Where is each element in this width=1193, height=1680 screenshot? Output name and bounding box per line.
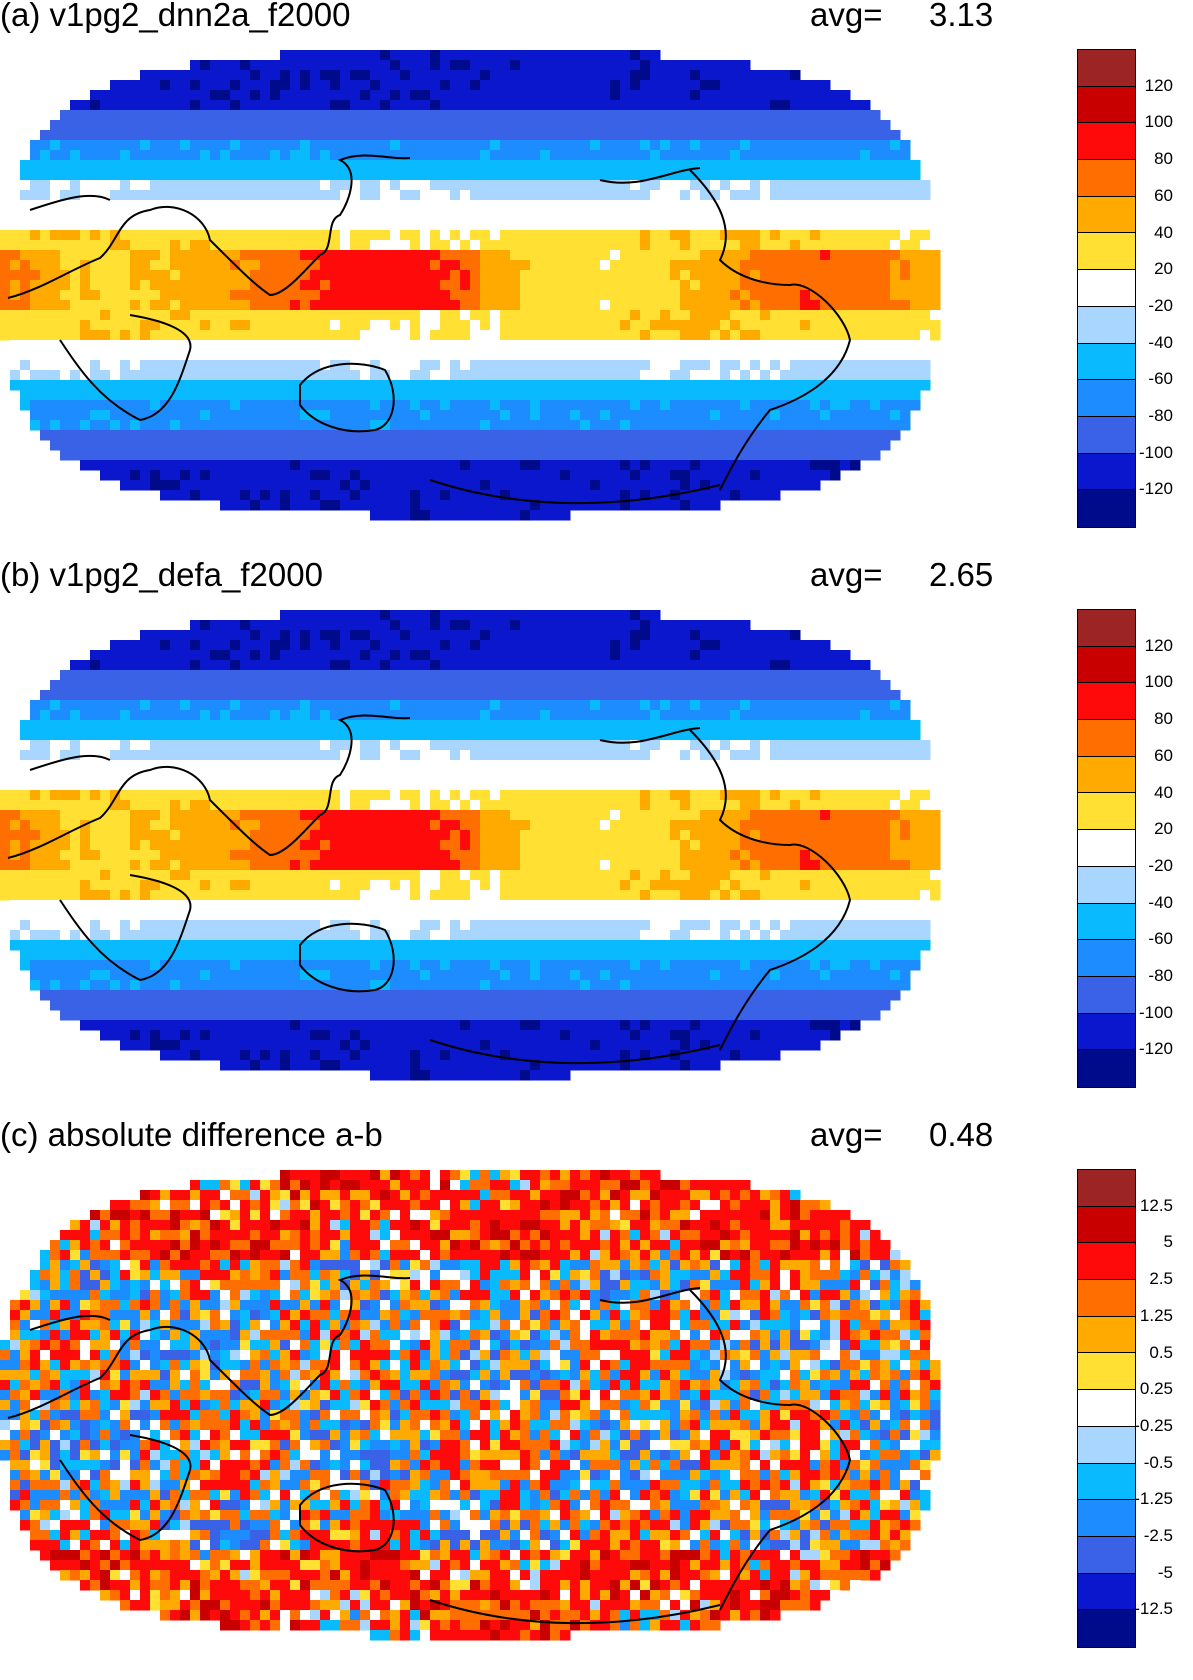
colorbar-segment	[1078, 1574, 1135, 1611]
colorbar-tick-label: -12.5	[1133, 1599, 1173, 1619]
colorbar-segment	[1078, 757, 1135, 794]
colorbar-tick-label: 5	[1133, 1232, 1173, 1252]
colorbar-segment	[1078, 270, 1135, 307]
colorbar-segment	[1078, 344, 1135, 381]
colorbar-tick-label: 40	[1133, 783, 1173, 803]
colorbar-segment	[1078, 793, 1135, 830]
colorbar-segment	[1078, 417, 1135, 454]
colorbar-segment	[1078, 610, 1135, 647]
colorbar-tick-label: 60	[1133, 746, 1173, 766]
colorbar-tick-label: 60	[1133, 186, 1173, 206]
colorbar-segment	[1078, 1170, 1135, 1207]
panel-b-map	[0, 600, 1193, 1120]
colorbar-tick-label: -0.5	[1133, 1453, 1173, 1473]
colorbar-tick-label: -80	[1133, 406, 1173, 426]
colorbar-segment	[1078, 1390, 1135, 1427]
colorbar-segment	[1078, 197, 1135, 234]
colorbar-tick-label: 80	[1133, 709, 1173, 729]
colorbar-segment	[1078, 867, 1135, 904]
panel-b-avg-label: avg=	[810, 556, 882, 594]
colorbar-tick-label: -0.25	[1133, 1416, 1173, 1436]
panel-b-avg-value: 2.65	[929, 556, 993, 594]
colorbar-tick-label: -40	[1133, 893, 1173, 913]
colorbar-segment	[1078, 977, 1135, 1014]
colorbar-segment	[1078, 1280, 1135, 1317]
colorbar-tick-label: -100	[1133, 1003, 1173, 1023]
colorbar-tick-label: -5	[1133, 1563, 1173, 1583]
colorbar-segment	[1078, 647, 1135, 684]
colorbar-tick-label: -80	[1133, 966, 1173, 986]
colorbar-tick-label: -120	[1133, 1039, 1173, 1059]
colorbar-tick-label: 0.25	[1133, 1379, 1173, 1399]
panel-b-colorbar	[1077, 609, 1136, 1088]
panel-c-avg-label: avg=	[810, 1116, 882, 1154]
colorbar-tick-label: -2.5	[1133, 1526, 1173, 1546]
colorbar-tick-label: -40	[1133, 333, 1173, 353]
colorbar-tick-label: 100	[1133, 672, 1173, 692]
colorbar-segment	[1078, 87, 1135, 124]
colorbar-segment	[1078, 1537, 1135, 1574]
colorbar-tick-label: 0.5	[1133, 1343, 1173, 1363]
colorbar-tick-label: 20	[1133, 259, 1173, 279]
colorbar-segment	[1078, 1050, 1135, 1087]
colorbar-segment	[1078, 454, 1135, 491]
colorbar-segment	[1078, 490, 1135, 527]
colorbar-segment	[1078, 1464, 1135, 1501]
panel-a-map	[0, 40, 1193, 560]
colorbar-tick-label: -20	[1133, 296, 1173, 316]
colorbar-tick-label: -100	[1133, 443, 1173, 463]
colorbar-segment	[1078, 1243, 1135, 1280]
colorbar-tick-label: 1.25	[1133, 1306, 1173, 1326]
colorbar-segment	[1078, 1014, 1135, 1051]
colorbar-segment	[1078, 1610, 1135, 1647]
colorbar-tick-label: 120	[1133, 76, 1173, 96]
colorbar-segment	[1078, 123, 1135, 160]
colorbar-segment	[1078, 307, 1135, 344]
colorbar-segment	[1078, 1317, 1135, 1354]
colorbar-segment	[1078, 1353, 1135, 1390]
colorbar-tick-label: 2.5	[1133, 1269, 1173, 1289]
colorbar-segment	[1078, 233, 1135, 270]
colorbar-segment	[1078, 50, 1135, 87]
colorbar-tick-label: 40	[1133, 223, 1173, 243]
panel-a-colorbar	[1077, 49, 1136, 528]
colorbar-tick-label: -120	[1133, 479, 1173, 499]
colorbar-tick-label: -60	[1133, 369, 1173, 389]
colorbar-tick-label: -1.25	[1133, 1489, 1173, 1509]
panel-b-title: (b) v1pg2_defa_f2000	[0, 556, 323, 594]
panel-a-avg-label: avg=	[810, 0, 882, 34]
panel-c-avg-value: 0.48	[929, 1116, 993, 1154]
panel-c-title: (c) absolute difference a-b	[0, 1116, 383, 1154]
colorbar-tick-label: 120	[1133, 636, 1173, 656]
colorbar-tick-label: 20	[1133, 819, 1173, 839]
colorbar-tick-label: 100	[1133, 112, 1173, 132]
colorbar-segment	[1078, 160, 1135, 197]
colorbar-segment	[1078, 1500, 1135, 1537]
colorbar-tick-label: 12.5	[1133, 1196, 1173, 1216]
colorbar-segment	[1078, 1427, 1135, 1464]
colorbar-segment	[1078, 1207, 1135, 1244]
panel-a-avg-value: 3.13	[929, 0, 993, 34]
colorbar-segment	[1078, 830, 1135, 867]
colorbar-segment	[1078, 683, 1135, 720]
colorbar-tick-label: 80	[1133, 149, 1173, 169]
panel-c-colorbar	[1077, 1169, 1136, 1648]
colorbar-segment	[1078, 940, 1135, 977]
colorbar-segment	[1078, 380, 1135, 417]
colorbar-segment	[1078, 720, 1135, 757]
panel-c-map	[0, 1160, 1193, 1680]
panel-a-title: (a) v1pg2_dnn2a_f2000	[0, 0, 350, 34]
colorbar-tick-label: -60	[1133, 929, 1173, 949]
colorbar-tick-label: -20	[1133, 856, 1173, 876]
colorbar-segment	[1078, 904, 1135, 941]
